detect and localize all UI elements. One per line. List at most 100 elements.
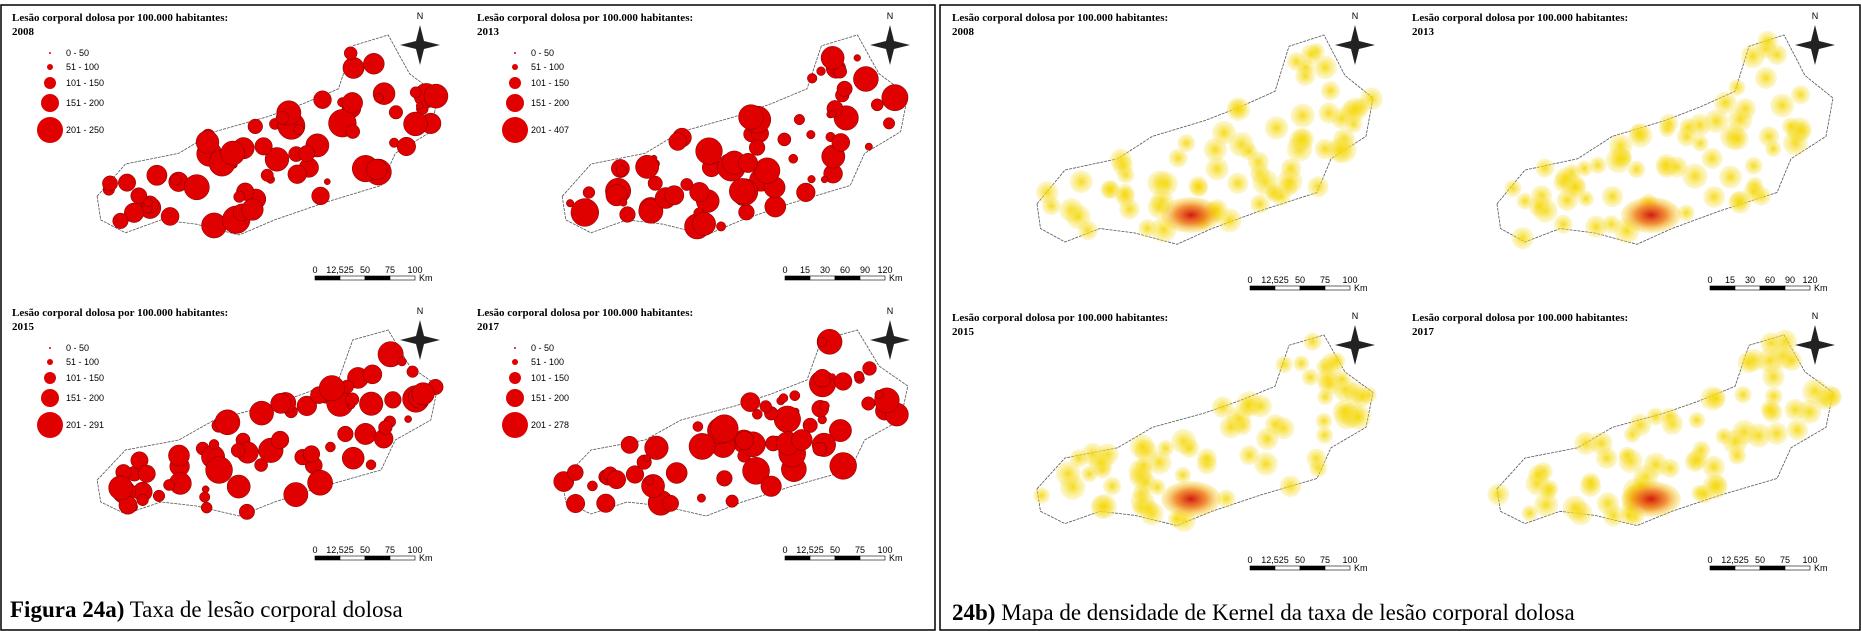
symbol xyxy=(807,73,817,83)
symbol xyxy=(424,84,448,108)
symbol xyxy=(109,476,133,500)
density-blob xyxy=(1302,369,1319,386)
symbol xyxy=(206,457,233,484)
legend-symbol xyxy=(47,359,53,365)
scale-unit: Km xyxy=(1354,563,1368,573)
legend-symbol xyxy=(514,52,516,54)
symbol xyxy=(342,447,364,469)
legend-symbol xyxy=(506,94,524,112)
symbol xyxy=(636,155,659,178)
symbol xyxy=(163,479,174,490)
scale-unit: Km xyxy=(1814,563,1828,573)
density-blob xyxy=(1659,114,1678,133)
symbol xyxy=(412,383,434,405)
map-title: Lesão corporal dolosa por 100.000 habita… xyxy=(952,312,1168,324)
scale-bar xyxy=(1325,286,1350,290)
density-blob xyxy=(1487,483,1509,505)
density-blob xyxy=(1563,495,1588,520)
density-blob xyxy=(1092,494,1117,519)
north-label: N xyxy=(887,306,894,316)
density-blob xyxy=(1603,505,1625,527)
symbol xyxy=(690,182,710,202)
symbol xyxy=(209,439,219,449)
density-blob xyxy=(1554,215,1573,234)
symbol xyxy=(138,465,155,482)
legend-symbol xyxy=(49,347,51,349)
density-blob xyxy=(1070,170,1093,193)
symbol xyxy=(607,470,625,488)
compass xyxy=(1335,25,1375,65)
symbol xyxy=(587,481,597,491)
scale-label: 50 xyxy=(360,545,370,555)
symbol xyxy=(597,494,615,512)
legend-symbol xyxy=(506,389,524,407)
density-blob xyxy=(1535,158,1554,177)
density-blob xyxy=(1743,182,1763,202)
symbol xyxy=(567,465,583,481)
scale-unit: Km xyxy=(1354,283,1368,293)
density-blob xyxy=(1661,408,1678,425)
symbol xyxy=(726,495,738,507)
scale-label: 75 xyxy=(385,545,395,555)
legend-label: 201 - 407 xyxy=(531,125,569,135)
symbol xyxy=(312,187,330,205)
symbol xyxy=(875,390,883,398)
compass xyxy=(1795,25,1835,65)
symbol xyxy=(621,436,638,453)
compass xyxy=(870,320,910,360)
density-blob xyxy=(1760,332,1782,354)
scale-bar xyxy=(785,276,810,280)
compass xyxy=(400,25,440,65)
density-blob xyxy=(1112,155,1133,176)
symbol xyxy=(242,199,264,221)
symbol xyxy=(761,476,782,497)
scale-label: 30 xyxy=(1745,275,1755,285)
legend-label: 151 - 200 xyxy=(531,393,569,403)
map-title: Lesão corporal dolosa por 100.000 habita… xyxy=(952,12,1168,24)
symbol xyxy=(199,492,209,502)
symbol xyxy=(250,401,274,425)
density-blob xyxy=(1301,44,1321,64)
symbol xyxy=(271,393,291,413)
scale-bar xyxy=(1785,566,1810,570)
symbol xyxy=(821,176,828,183)
symbol xyxy=(379,421,393,435)
symbol xyxy=(363,53,384,74)
density-blob xyxy=(1212,396,1234,418)
scale-label: 50 xyxy=(1755,555,1765,565)
density-blob xyxy=(1783,131,1808,156)
scale-unit: Km xyxy=(889,273,903,283)
symbol xyxy=(137,494,149,506)
symbol xyxy=(794,114,805,125)
scale-label: 15 xyxy=(1725,275,1735,285)
symbol xyxy=(355,423,376,444)
map-year: 2015 xyxy=(952,326,975,338)
symbol xyxy=(276,111,289,124)
map-title: Lesão corporal dolosa por 100.000 habita… xyxy=(1412,12,1628,24)
map: Lesão corporal dolosa por 100.000 habita… xyxy=(477,306,910,563)
density-blob xyxy=(1135,472,1156,493)
symbol xyxy=(641,474,664,497)
legend-symbol xyxy=(47,64,53,70)
density-blob xyxy=(1529,196,1550,217)
density-blob xyxy=(1596,447,1618,469)
symbol xyxy=(161,207,179,225)
scale-bar xyxy=(1250,566,1275,570)
symbol xyxy=(344,47,357,60)
symbol xyxy=(261,169,273,181)
symbol xyxy=(571,199,599,227)
density-blob xyxy=(1321,81,1340,100)
scale-bar xyxy=(1325,566,1350,570)
map: Lesão corporal dolosa por 100.000 habita… xyxy=(1412,311,1842,573)
symbol xyxy=(271,431,289,449)
map: Lesão corporal dolosa por 100.000 habita… xyxy=(477,11,910,283)
legend-symbol xyxy=(512,64,518,70)
symbol xyxy=(820,401,830,411)
symbol xyxy=(832,133,850,151)
scale-bar xyxy=(1300,286,1325,290)
symbol xyxy=(821,46,844,69)
symbol xyxy=(791,429,812,450)
density-blob xyxy=(1629,414,1651,436)
symbol xyxy=(666,462,687,483)
scale-label: 75 xyxy=(1780,555,1790,565)
